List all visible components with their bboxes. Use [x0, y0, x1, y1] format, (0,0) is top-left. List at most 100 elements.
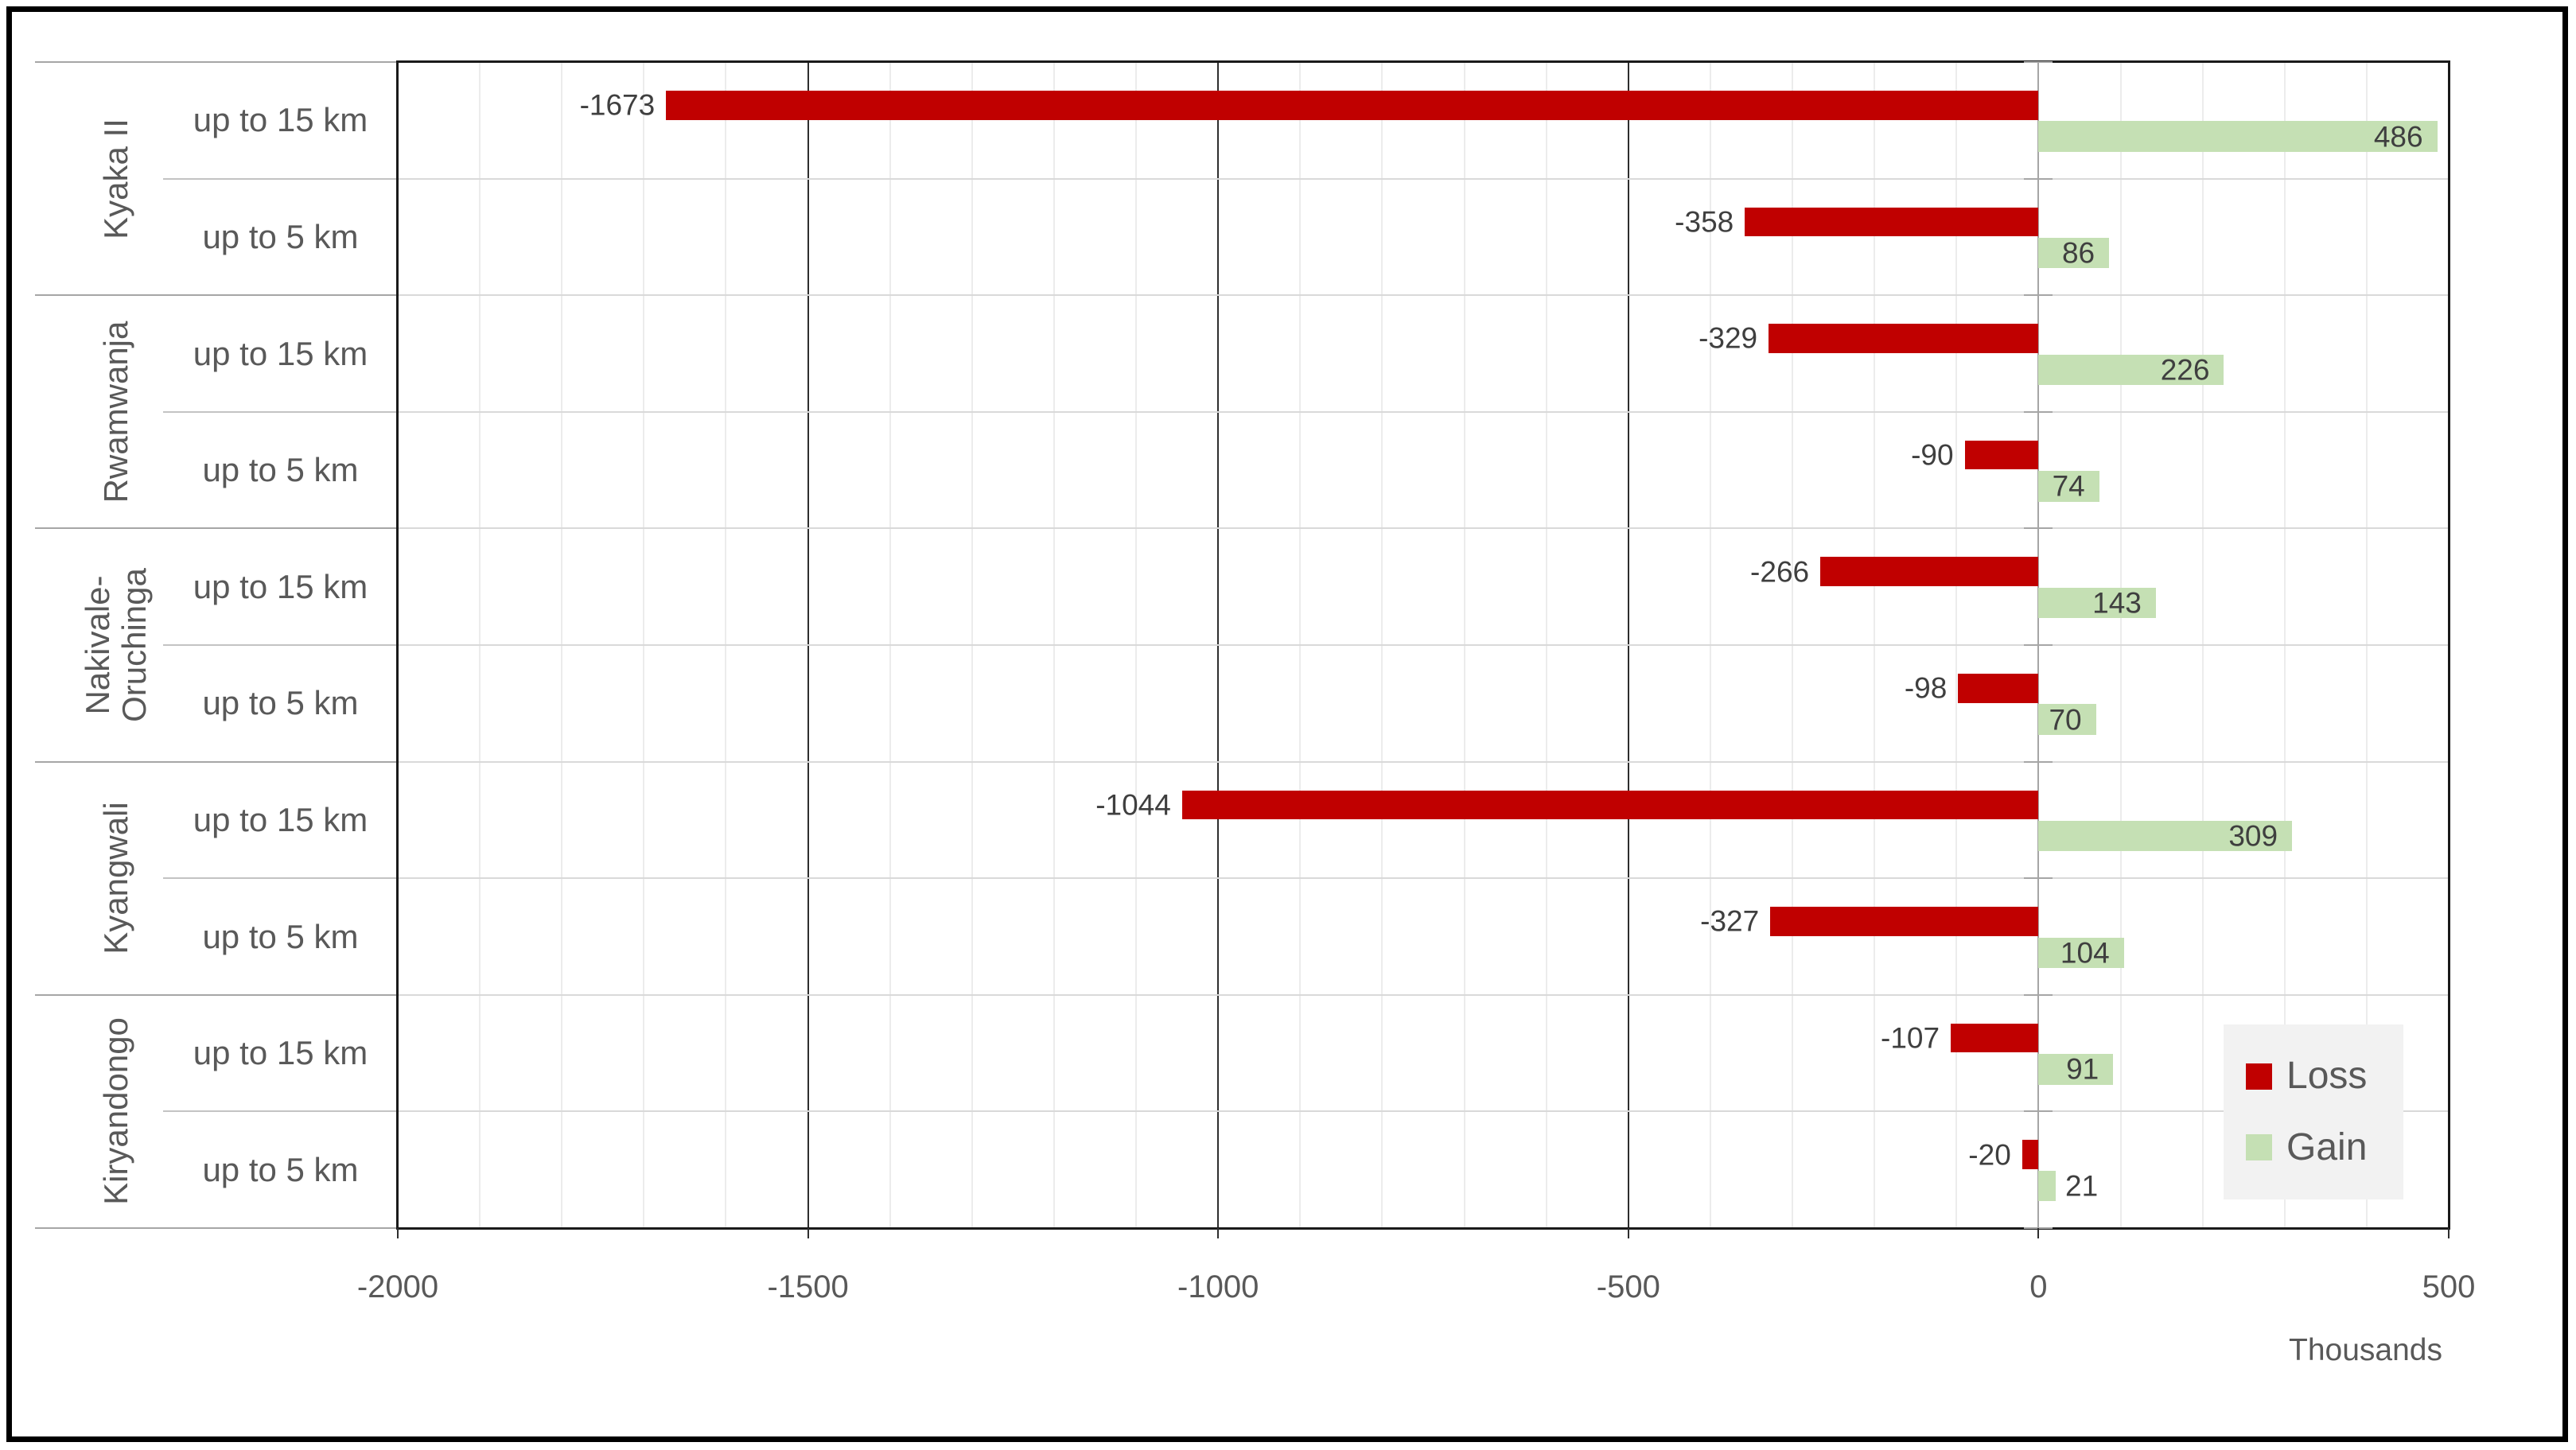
gain-value-label: 309 — [2228, 819, 2278, 853]
gain-value-label: 91 — [2066, 1052, 2099, 1086]
group-separator — [35, 61, 398, 63]
loss-bar — [1745, 207, 2039, 237]
gain-bar — [2038, 121, 2438, 152]
row-gridline — [398, 993, 2449, 996]
x-axis-tick — [1217, 1228, 1220, 1238]
zero-axis-tick — [2024, 527, 2053, 530]
group-label: Kyaka II — [96, 118, 134, 239]
zero-axis-tick — [2024, 993, 2053, 996]
row-gridline — [398, 177, 2449, 180]
x-tick-label: -2000 — [356, 1269, 439, 1304]
x-axis-tick — [2037, 1228, 2040, 1238]
loss-bar — [2021, 1140, 2039, 1169]
group-separator — [35, 1227, 398, 1229]
gain-bar — [2038, 1170, 2057, 1202]
group-separator — [35, 993, 398, 996]
subrow-separator — [163, 177, 398, 180]
subrow-separator — [163, 410, 398, 413]
loss-value-label: -358 — [1675, 205, 1734, 239]
row-label: up to 15 km — [193, 567, 368, 605]
gain-value-label: 21 — [2065, 1169, 2099, 1203]
gain-value-label: 86 — [2061, 236, 2095, 270]
group-separator — [35, 527, 398, 530]
x-tick-label: -1000 — [1177, 1269, 1259, 1304]
group-separator — [35, 760, 398, 763]
loss-value-label: -1673 — [579, 88, 656, 122]
row-label: up to 5 km — [202, 917, 359, 955]
gain-value-label: 70 — [2049, 703, 2082, 737]
zero-axis-line — [2037, 62, 2040, 1234]
row-gridline — [398, 1110, 2449, 1113]
legend-item-loss: Loss — [2224, 1057, 2403, 1095]
gain-bar — [2038, 354, 2224, 386]
x-axis-tick — [1627, 1228, 1629, 1238]
group-label: Nakivale- Oruchinga — [78, 568, 153, 722]
row-gridline — [398, 644, 2449, 646]
zero-axis-tick — [2024, 644, 2053, 646]
loss-value-label: -20 — [1968, 1138, 2011, 1172]
row-label: up to 5 km — [202, 217, 359, 255]
row-label: up to 5 km — [202, 1150, 359, 1188]
gain-value-label: 143 — [2092, 586, 2142, 620]
loss-value-label: -1044 — [1095, 788, 1171, 822]
gain-bar — [2038, 821, 2293, 852]
x-axis-tick — [397, 1228, 399, 1238]
zero-axis-tick — [2024, 877, 2053, 880]
row-gridline — [398, 410, 2449, 413]
loss-value-label: -107 — [1881, 1021, 1940, 1055]
zero-axis-tick — [2024, 294, 2053, 297]
gain-bar — [2038, 238, 2110, 269]
loss-bar — [1820, 557, 2039, 586]
x-tick-label: 0 — [2029, 1269, 2048, 1304]
row-gridline — [398, 294, 2449, 297]
loss-bar — [1181, 790, 2039, 820]
gain-value-label: 226 — [2160, 353, 2210, 387]
loss-value-label: -327 — [1700, 904, 1760, 938]
gain-bar — [2038, 937, 2124, 969]
zero-axis-tick — [2024, 61, 2053, 63]
gain-bar — [2038, 704, 2096, 735]
row-label: up to 5 km — [202, 684, 359, 722]
gain-bar — [2038, 1054, 2114, 1085]
loss-value-label: -329 — [1699, 321, 1758, 355]
loss-value-label: -90 — [1911, 438, 1954, 472]
zero-axis-tick — [2024, 760, 2053, 763]
gain-value-label: 74 — [2052, 469, 2085, 503]
loss-value-label: -98 — [1904, 671, 1948, 705]
gain-value-label: 486 — [2373, 120, 2423, 154]
loss-value-label: -266 — [1750, 555, 1810, 589]
loss-bar — [1770, 907, 2039, 936]
subrow-separator — [163, 644, 398, 646]
loss-bar — [1964, 440, 2039, 470]
loss-swatch-icon — [2246, 1063, 2272, 1090]
plot-right-border — [2448, 60, 2450, 1230]
loss-bar — [1769, 324, 2039, 353]
x-tick-label: 500 — [2422, 1269, 2476, 1304]
plot-left-border — [396, 60, 399, 1230]
x-tick-label: -1500 — [767, 1269, 849, 1304]
subrow-separator — [163, 877, 398, 880]
row-label: up to 15 km — [193, 334, 368, 372]
axis-unit-label: Thousands — [2289, 1333, 2442, 1367]
group-label: Kiryandongo — [96, 1017, 134, 1206]
gain-bar — [2038, 587, 2156, 619]
legend-label-gain: Gain — [2286, 1125, 2368, 1168]
gain-bar — [2038, 471, 2099, 502]
group-label: Rwamwanja — [96, 321, 134, 503]
group-separator — [35, 294, 398, 297]
gain-swatch-icon — [2246, 1134, 2272, 1161]
x-axis-line — [398, 1227, 2449, 1230]
legend: Loss Gain — [2224, 1024, 2403, 1199]
zero-axis-tick — [2024, 1110, 2053, 1113]
gain-value-label: 104 — [2060, 936, 2110, 970]
zero-axis-tick — [2024, 177, 2053, 180]
row-label: up to 15 km — [193, 101, 368, 139]
legend-label-loss: Loss — [2286, 1055, 2368, 1098]
x-axis-tick — [807, 1228, 809, 1238]
legend-item-gain: Gain — [2224, 1125, 2403, 1168]
x-tick-label: -500 — [1596, 1269, 1660, 1304]
row-gridline — [398, 877, 2449, 880]
subrow-separator — [163, 1110, 398, 1113]
row-label: up to 15 km — [193, 800, 368, 838]
